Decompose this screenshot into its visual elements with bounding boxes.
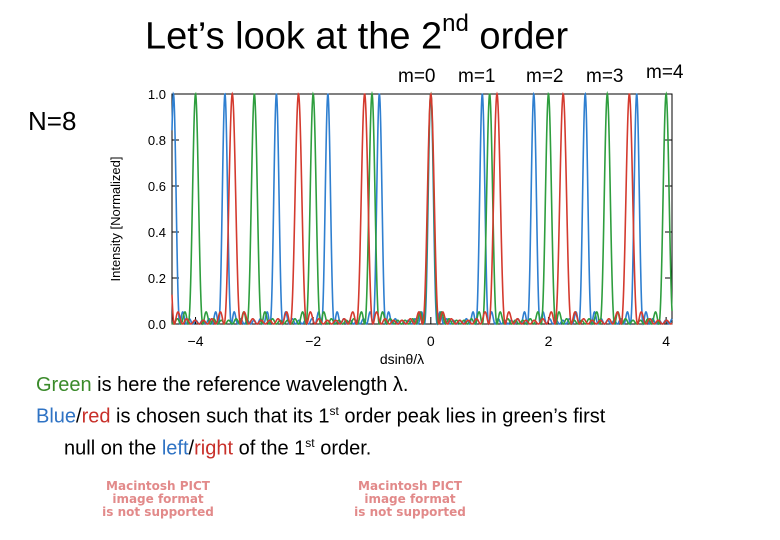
pict-line-2: image format: [112, 492, 204, 506]
caption-left-word: left: [161, 437, 189, 460]
peak-point: [532, 93, 535, 95]
y-tick-label: 0.2: [148, 271, 166, 286]
caption-line2-sup: st: [329, 404, 339, 418]
caption-line2-text-a: is chosen such that its 1: [110, 405, 330, 428]
unsupported-image-placeholder-right: Macintosh PICT image format is not suppo…: [320, 480, 500, 519]
title-text-pre: Let’s look at the 2: [145, 15, 443, 58]
series-group: [171, 90, 673, 326]
y-tick-label: 0.8: [148, 133, 166, 148]
caption-line-1: Green is here the reference wavelength λ…: [36, 372, 605, 398]
peak-point: [194, 93, 197, 95]
y-axis-title: Intensity [Normalized]: [108, 157, 123, 282]
peak-point: [363, 93, 366, 95]
y-tick-label: 0.4: [148, 225, 166, 240]
caption-line3-slash: /: [188, 437, 195, 460]
peak-point: [312, 93, 314, 95]
unsupported-image-placeholder-left: Macintosh PICT image format is not suppo…: [68, 480, 248, 519]
peak-point: [496, 93, 498, 95]
peak-point: [665, 93, 667, 95]
caption-line3-text-c: order.: [314, 437, 372, 460]
caption-green-word: Green: [36, 374, 92, 396]
caption-blue-word: Blue: [36, 405, 77, 428]
pict-line-2: image format: [364, 492, 456, 506]
order-label-m2: m=2: [526, 66, 564, 87]
axes-group: [171, 93, 673, 325]
peak-point: [253, 93, 256, 95]
peak-point: [635, 93, 638, 95]
peak-point: [606, 93, 609, 95]
n-slits-label: N=8: [28, 106, 77, 136]
peak-point: [430, 93, 432, 95]
intensity-chart: 0.0 0.2 0.4 0.6 0.8 1.0 −4 −2 0 2 4 dsinθ/λ Intensit…: [108, 87, 673, 367]
x-axis-title: dsinθ/λ: [380, 351, 424, 367]
tick-label-group: 0.0 0.2 0.4 0.6 0.8 1.0 −4 −2 0 2 4 dsinθ/λ Intensit…: [108, 87, 670, 367]
x-tick-label: 2: [545, 333, 553, 349]
y-tick-label: 0.6: [148, 179, 166, 194]
order-label-m4: m=4: [646, 62, 684, 83]
series-line-0: [171, 91, 673, 326]
x-tick-label: −4: [188, 333, 204, 349]
pict-line-3: is not supported: [102, 505, 214, 519]
series-line-2: [171, 91, 673, 326]
peak-point: [547, 93, 550, 95]
peak-point: [231, 93, 234, 95]
peak-point: [297, 93, 300, 95]
x-tick-label: 0: [427, 333, 435, 349]
peak-point: [224, 93, 226, 95]
caption-red-word: red: [81, 405, 111, 428]
peak-point: [172, 93, 175, 95]
pict-line-1: Macintosh PICT: [358, 479, 462, 493]
order-label-m0: m=0: [398, 66, 436, 87]
peak-point: [628, 93, 631, 95]
peak-point: [378, 93, 381, 95]
peak-point: [488, 93, 491, 95]
caption-right-word: right: [194, 437, 234, 460]
y-tick-label: 1.0: [148, 87, 166, 102]
peak-point: [481, 93, 484, 95]
title-superscript: nd: [442, 10, 469, 37]
caption-line1-text: is here the reference wavelength λ.: [91, 374, 409, 396]
series-line-1: [171, 90, 673, 326]
caption-line3-wrap: null on the left/right of the 1st order.: [36, 430, 371, 462]
y-tick-label: 0.0: [148, 317, 166, 332]
caption-slash: /: [76, 405, 82, 428]
peak-point: [584, 93, 587, 95]
caption-line3-text-a: null on the: [64, 437, 162, 460]
x-tick-label: −2: [305, 333, 321, 349]
order-label-m3: m=3: [586, 66, 624, 87]
pict-line-3: is not supported: [354, 505, 466, 519]
peak-point: [327, 93, 329, 95]
peak-point: [275, 93, 278, 95]
caption-line2-text-b: order peak lies in green’s first: [338, 405, 606, 428]
caption-line-2: Blue/red is chosen such that its 1st ord…: [36, 398, 605, 430]
title-text-post: order: [468, 15, 569, 58]
caption: Green is here the reference wavelength λ…: [36, 372, 605, 461]
caption-line3-text-b: of the 1: [233, 437, 306, 460]
pict-line-1: Macintosh PICT: [106, 479, 210, 493]
plot-frame: [171, 93, 673, 325]
x-tick-label: 4: [662, 333, 670, 349]
caption-line3-sup: st: [305, 435, 315, 450]
peak-point: [562, 93, 564, 95]
order-label-m1: m=1: [458, 66, 496, 87]
peak-point: [371, 93, 373, 95]
caption-line-3: null on the left/right of the 1st order.: [36, 430, 605, 462]
slide-title: Let’s look at the 2nd order: [145, 10, 569, 59]
